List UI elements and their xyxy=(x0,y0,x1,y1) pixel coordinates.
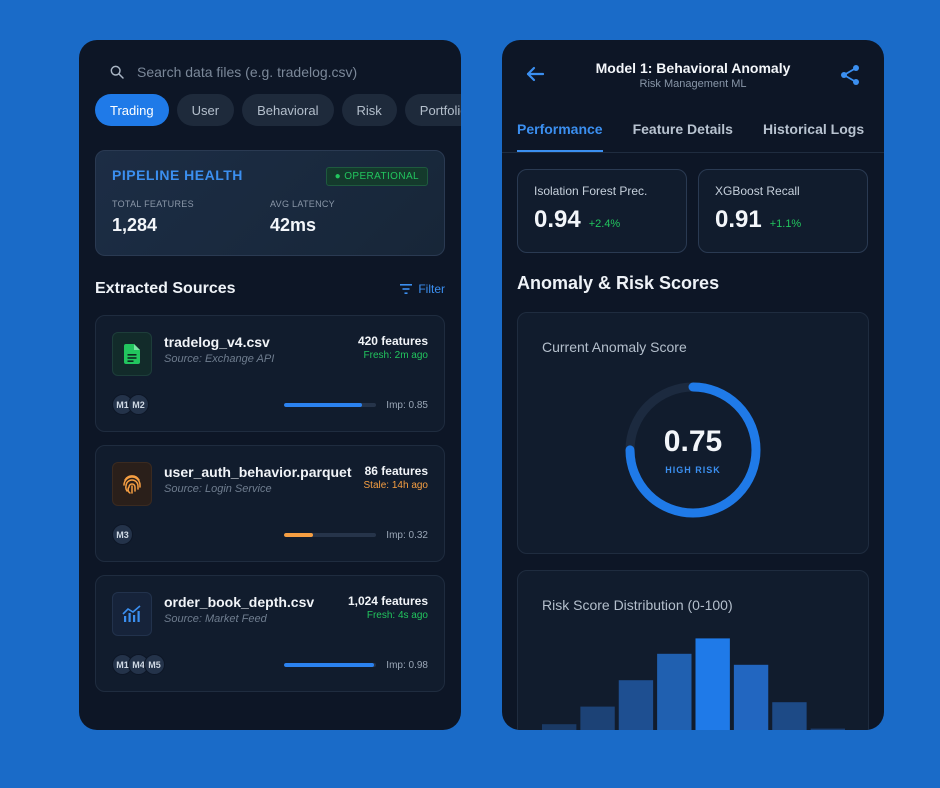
importance-label: Imp: 0.32 xyxy=(386,530,428,541)
source-card-tradelog[interactable]: tradelog_v4.csv Source: Exchange API 420… xyxy=(95,315,445,432)
distribution-bar xyxy=(810,728,845,730)
search-bar[interactable] xyxy=(95,50,445,94)
source-name: user_auth_behavior.parquet xyxy=(164,464,352,480)
importance-bar xyxy=(284,403,376,407)
search-icon xyxy=(110,65,124,79)
anomaly-gauge: 0.75 HIGH RISK xyxy=(624,381,762,519)
data-sources-screen: Trading User Behavioral Risk Portfolio P… xyxy=(79,40,461,730)
freshness-status: Stale: 14h ago xyxy=(363,480,429,491)
anomaly-score-card: Current Anomaly Score 0.75 HIGH RISK xyxy=(517,312,869,554)
source-name: order_book_depth.csv xyxy=(164,594,315,610)
feature-count: 420 features xyxy=(357,334,428,348)
source-origin: Source: Exchange API xyxy=(164,353,275,365)
chip-risk[interactable]: Risk xyxy=(341,94,397,126)
kpi-delta: +1.1% xyxy=(769,218,802,230)
risk-distribution-card: Risk Score Distribution (0-100) xyxy=(517,570,869,730)
section-title: Extracted Sources xyxy=(95,280,236,297)
avatar: M3 xyxy=(112,524,133,545)
chip-behavioral[interactable]: Behavioral xyxy=(242,94,334,126)
kpi-label: XGBoost Recall xyxy=(715,184,800,198)
chart-icon xyxy=(112,592,152,636)
section-title: Anomaly & Risk Scores xyxy=(517,273,720,293)
model-avatars: M1 M4 M5 xyxy=(112,654,165,675)
source-name: tradelog_v4.csv xyxy=(164,334,270,350)
risk-distribution-label: Risk Score Distribution (0-100) xyxy=(542,597,733,613)
freshness-status: Fresh: 4s ago xyxy=(366,610,428,621)
distribution-bar xyxy=(695,638,730,730)
source-card-user-auth[interactable]: user_auth_behavior.parquet Source: Login… xyxy=(95,445,445,562)
avatar: M2 xyxy=(128,394,149,415)
tab-historical-logs[interactable]: Historical Logs xyxy=(762,121,865,137)
gauge-value: 0.75 xyxy=(663,425,723,458)
kpi-card-isolation-forest: Isolation Forest Prec. 0.94 +2.4% xyxy=(517,169,687,253)
chip-user[interactable]: User xyxy=(176,94,235,126)
source-card-order-book[interactable]: order_book_depth.csv Source: Market Feed… xyxy=(95,575,445,692)
anomaly-score-label: Current Anomaly Score xyxy=(542,339,687,355)
total-features-label: TOTAL FEATURES xyxy=(112,199,194,209)
tab-feature-details[interactable]: Feature Details xyxy=(632,121,733,137)
source-origin: Source: Market Feed xyxy=(164,613,267,625)
kpi-card-xgboost: XGBoost Recall 0.91 +1.1% xyxy=(698,169,868,253)
importance-bar xyxy=(284,663,376,667)
importance-label: Imp: 0.98 xyxy=(386,660,428,671)
importance-bar-fill xyxy=(284,403,363,407)
distribution-bar xyxy=(772,702,807,730)
page-title: Model 1: Behavioral Anomaly xyxy=(595,60,791,76)
filter-label: Filter xyxy=(418,282,445,296)
kpi-label: Isolation Forest Prec. xyxy=(534,184,648,198)
top-bar: Model 1: Behavioral Anomaly Risk Managem… xyxy=(502,40,884,110)
tab-bar: Performance Feature Details Historical L… xyxy=(502,118,884,153)
filter-button[interactable]: Filter xyxy=(400,282,445,296)
gauge-status: HIGH RISK xyxy=(665,465,721,475)
distribution-bar xyxy=(580,706,615,730)
importance-bar xyxy=(284,533,376,537)
distribution-bar xyxy=(657,653,692,730)
pipeline-health-title: PIPELINE HEALTH xyxy=(112,167,243,183)
back-arrow-icon[interactable] xyxy=(526,66,544,82)
avatar: M5 xyxy=(144,654,165,675)
gauge-arc xyxy=(625,382,761,518)
document-icon xyxy=(112,332,152,376)
avg-latency-label: AVG LATENCY xyxy=(270,199,335,209)
total-features-value: 1,284 xyxy=(112,215,158,235)
tab-performance[interactable]: Performance xyxy=(517,118,603,152)
kpi-delta: +2.4% xyxy=(588,218,621,230)
kpi-value: 0.91 xyxy=(715,206,762,233)
page-subtitle: Risk Management ML xyxy=(639,78,747,90)
share-icon[interactable] xyxy=(840,64,860,86)
model-avatars: M1 M2 xyxy=(112,394,149,415)
feature-count: 86 features xyxy=(364,464,428,478)
feature-count: 1,024 features xyxy=(347,594,428,608)
distribution-bar xyxy=(733,664,769,730)
avg-latency-value: 42ms xyxy=(270,215,317,235)
fingerprint-icon xyxy=(112,462,152,506)
filter-icon xyxy=(400,284,413,294)
chip-trading[interactable]: Trading xyxy=(95,94,169,126)
distribution-bar xyxy=(618,680,654,730)
source-origin: Source: Login Service xyxy=(164,483,272,495)
search-input[interactable] xyxy=(137,64,417,80)
importance-bar-fill xyxy=(284,663,375,667)
freshness-status: Fresh: 2m ago xyxy=(363,350,428,361)
pipeline-health-card: PIPELINE HEALTH ● OPERATIONAL TOTAL FEAT… xyxy=(95,150,445,256)
status-badge: ● OPERATIONAL xyxy=(325,167,428,186)
risk-distribution-chart xyxy=(542,638,845,730)
kpi-value: 0.94 xyxy=(534,206,581,233)
importance-bar-fill xyxy=(284,533,314,537)
category-chips: Trading User Behavioral Risk Portfolio xyxy=(95,94,461,126)
chip-portfolio[interactable]: Portfolio xyxy=(404,94,461,126)
importance-label: Imp: 0.85 xyxy=(386,400,428,411)
distribution-bar xyxy=(542,724,577,730)
model-detail-screen: Model 1: Behavioral Anomaly Risk Managem… xyxy=(502,40,884,730)
model-avatars: M3 xyxy=(112,524,133,545)
